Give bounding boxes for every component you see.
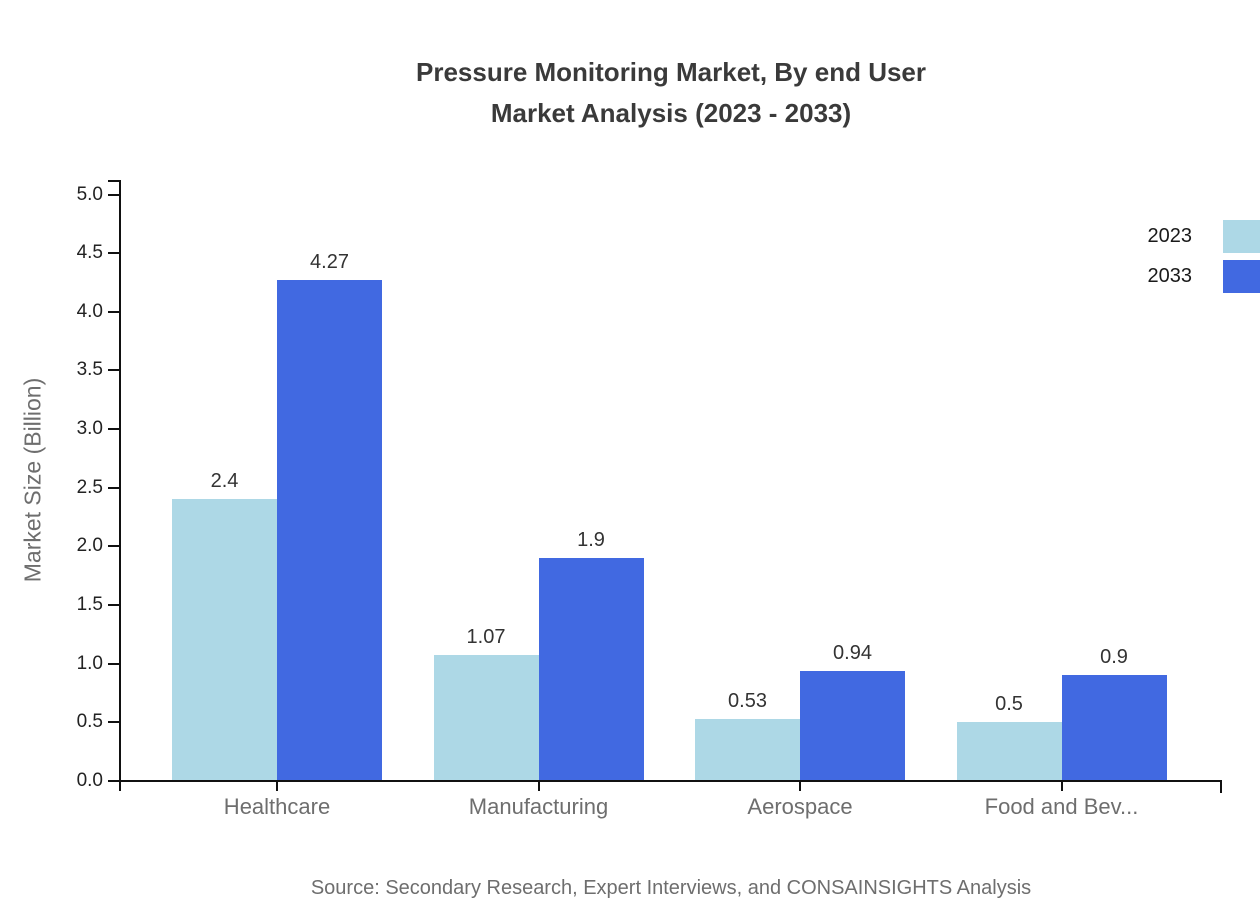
y-tick-label: 2.5 [76,476,103,498]
bar-value-label: 0.53 [728,689,767,712]
bar-2033 [538,558,644,781]
x-category-label: Healthcare [223,794,331,819]
x-tick [1060,781,1063,791]
legend-label-2033: 2033 [1147,265,1193,287]
bar-2033 [1061,675,1167,781]
x-axis-end-cap [1220,780,1222,793]
bar-value-label: 2.4 [210,470,239,493]
y-tick-label: 4.0 [76,300,103,322]
y-axis-top-cap [108,180,121,182]
bar-2033 [277,280,382,781]
y-tick-label: 4.5 [76,242,103,264]
legend-label-2023: 2023 [1147,225,1193,247]
y-axis-line [119,180,121,791]
bar-2023 [433,655,539,781]
y-tick [108,369,121,372]
x-axis-line [108,780,1222,782]
source-note: Source: Secondary Research, Expert Inter… [310,877,1032,899]
y-tick [108,662,121,665]
bar-value-label: 4.27 [310,251,349,274]
chart-title: Pressure Monitoring Market, By end User … [120,52,1222,134]
y-tick [108,545,121,548]
x-category-label: Manufacturing [468,794,609,819]
y-tick-label: 3.0 [76,418,103,440]
bar-value-label: 0.5 [995,693,1023,716]
chart-title-line1: Pressure Monitoring Market, By end User [415,57,927,87]
y-tick-label: 3.5 [76,359,103,381]
x-tick [537,781,540,791]
bar-2023 [695,718,800,781]
y-tick-label: 0.0 [76,770,103,791]
y-tick [108,310,121,313]
y-tick [108,193,121,196]
y-tick-label: 2.0 [76,535,103,557]
bar-value-label: 1.07 [466,626,506,649]
x-tick [276,781,278,791]
y-tick-label: 1.5 [76,594,103,616]
y-tick-label: 5.0 [76,183,103,205]
bar-value-label: 0.94 [833,641,872,664]
y-tick [108,721,121,724]
legend-swatch-2033 [1223,260,1260,293]
bar-2033 [800,670,905,781]
y-tick-label: 1.0 [76,652,103,674]
x-category-label: Food and Bev... [984,794,1139,819]
bar-2023 [172,499,277,781]
y-tick [108,252,121,255]
x-tick [799,781,801,791]
chart-title-line2: Market Analysis (2023 - 2033) [490,98,852,128]
y-tick [108,604,121,607]
bar-2023 [956,722,1062,781]
x-category-label: Aerospace [747,794,853,819]
bar-value-label: 1.9 [577,529,605,552]
y-tick-label: 0.5 [76,711,103,733]
y-tick [108,486,121,489]
bar-value-label: 0.9 [1100,646,1128,669]
y-tick [108,428,121,431]
legend-swatch-2023 [1223,220,1260,253]
